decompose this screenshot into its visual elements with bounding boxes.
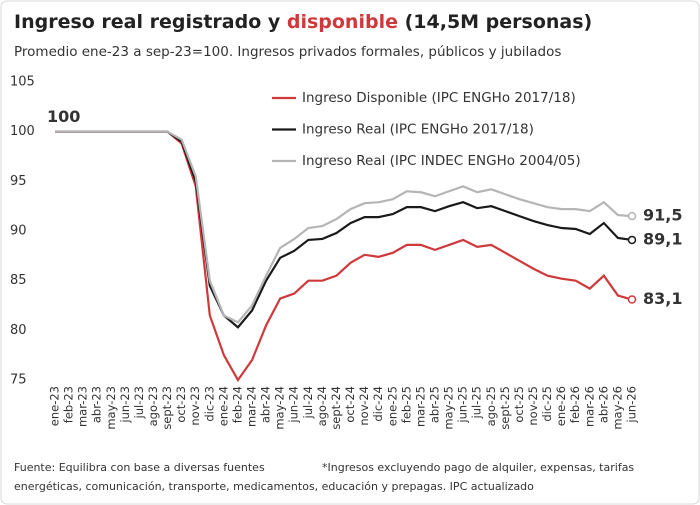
value-label: 83,1 (643, 289, 682, 308)
x-tick-label: feb-26 (568, 386, 582, 423)
x-tick-label: oct-24 (343, 386, 357, 423)
end-marker (627, 295, 637, 304)
x-tick-label: jul-23 (132, 386, 146, 419)
x-tick-label: abr-25 (427, 386, 441, 423)
x-tick-label: sept-23 (160, 386, 174, 430)
x-tick-label: dic-25 (540, 386, 554, 422)
x-tick-label: ago-25 (484, 386, 498, 426)
x-tick-label: may-26 (610, 386, 624, 430)
footer: Fuente: Equilibra con base a diversas fu… (14, 461, 265, 474)
legend-label: Ingreso Disponible (IPC ENGHo 2017/18) (302, 90, 576, 106)
title-part: (14,5M personas) (398, 11, 592, 33)
legend-label: Ingreso Real (IPC INDEC ENGHo 2004/05) (302, 153, 581, 169)
x-tick-label: abr-23 (90, 386, 104, 423)
x-tick-label: jun-25 (456, 386, 470, 424)
y-tick-label: 85 (10, 273, 27, 288)
x-tick-label: jun-26 (625, 386, 639, 424)
x-tick-label: oct-25 (512, 386, 526, 423)
chart-title: Ingreso real registrado y disponible (14… (14, 11, 592, 33)
end-marker (627, 235, 637, 245)
x-tick-label: feb-24 (230, 386, 244, 423)
end-marker (627, 211, 637, 221)
x-tick-label: oct-23 (174, 386, 188, 423)
x-tick-label: dic-24 (371, 386, 385, 422)
x-tick-label: feb-25 (399, 386, 413, 423)
x-tick-label: ene-26 (554, 386, 568, 426)
footer: energéticas, comunicación, transporte, m… (14, 480, 534, 493)
x-tick-label: mar-23 (76, 386, 90, 427)
x-tick-label: ene-24 (216, 386, 230, 426)
y-tick-label: 80 (10, 323, 27, 338)
x-tick-label: jun-23 (118, 386, 132, 424)
value-label: 91,5 (643, 206, 682, 225)
x-tick-label: nov-24 (357, 386, 371, 426)
value-label: 89,1 (643, 229, 682, 248)
annotation: 100 (47, 107, 80, 126)
y-tick-label: 100 (10, 124, 35, 139)
x-tick-label: ene-23 (48, 386, 62, 426)
x-tick-label: mar-24 (245, 386, 259, 427)
series-line (55, 130, 633, 324)
x-tick-label: may-23 (104, 386, 118, 430)
x-tick-label: dic-23 (202, 386, 216, 422)
y-tick-label: 75 (10, 373, 27, 388)
x-tick-label: jun-24 (287, 386, 301, 424)
legend-label: Ingreso Real (IPC ENGHo 2017/18) (302, 122, 534, 138)
x-tick-label: may-24 (273, 386, 287, 430)
x-tick-label: nov-23 (188, 386, 202, 426)
x-tick-label: jul-24 (301, 386, 315, 419)
title-part: Ingreso real registrado y (14, 11, 287, 33)
x-tick-label: sept-25 (498, 386, 512, 430)
y-tick-label: 95 (10, 174, 27, 189)
title-part: disponible (287, 11, 398, 33)
x-tick-label: mar-26 (582, 386, 596, 427)
x-tick-label: abr-26 (596, 386, 610, 423)
x-tick-label: jul-25 (470, 386, 484, 419)
x-tick-label: sept-24 (329, 386, 343, 430)
x-tick-label: ago-24 (315, 386, 329, 426)
x-tick-label: ene-25 (385, 386, 399, 426)
x-tick-label: ago-23 (146, 386, 160, 426)
y-tick-label: 90 (10, 224, 27, 239)
subtitle: Promedio ene-23 a sep-23=100. Ingresos p… (14, 44, 561, 60)
x-tick-label: may-25 (442, 386, 456, 430)
footer: *Ingresos excluyendo pago de alquiler, e… (322, 461, 634, 474)
x-tick-label: feb-23 (62, 386, 76, 423)
x-tick-label: nov-25 (526, 386, 540, 426)
x-tick-label: mar-25 (413, 386, 427, 427)
x-tick-label: abr-24 (259, 386, 273, 423)
y-tick-label: 105 (10, 75, 35, 90)
